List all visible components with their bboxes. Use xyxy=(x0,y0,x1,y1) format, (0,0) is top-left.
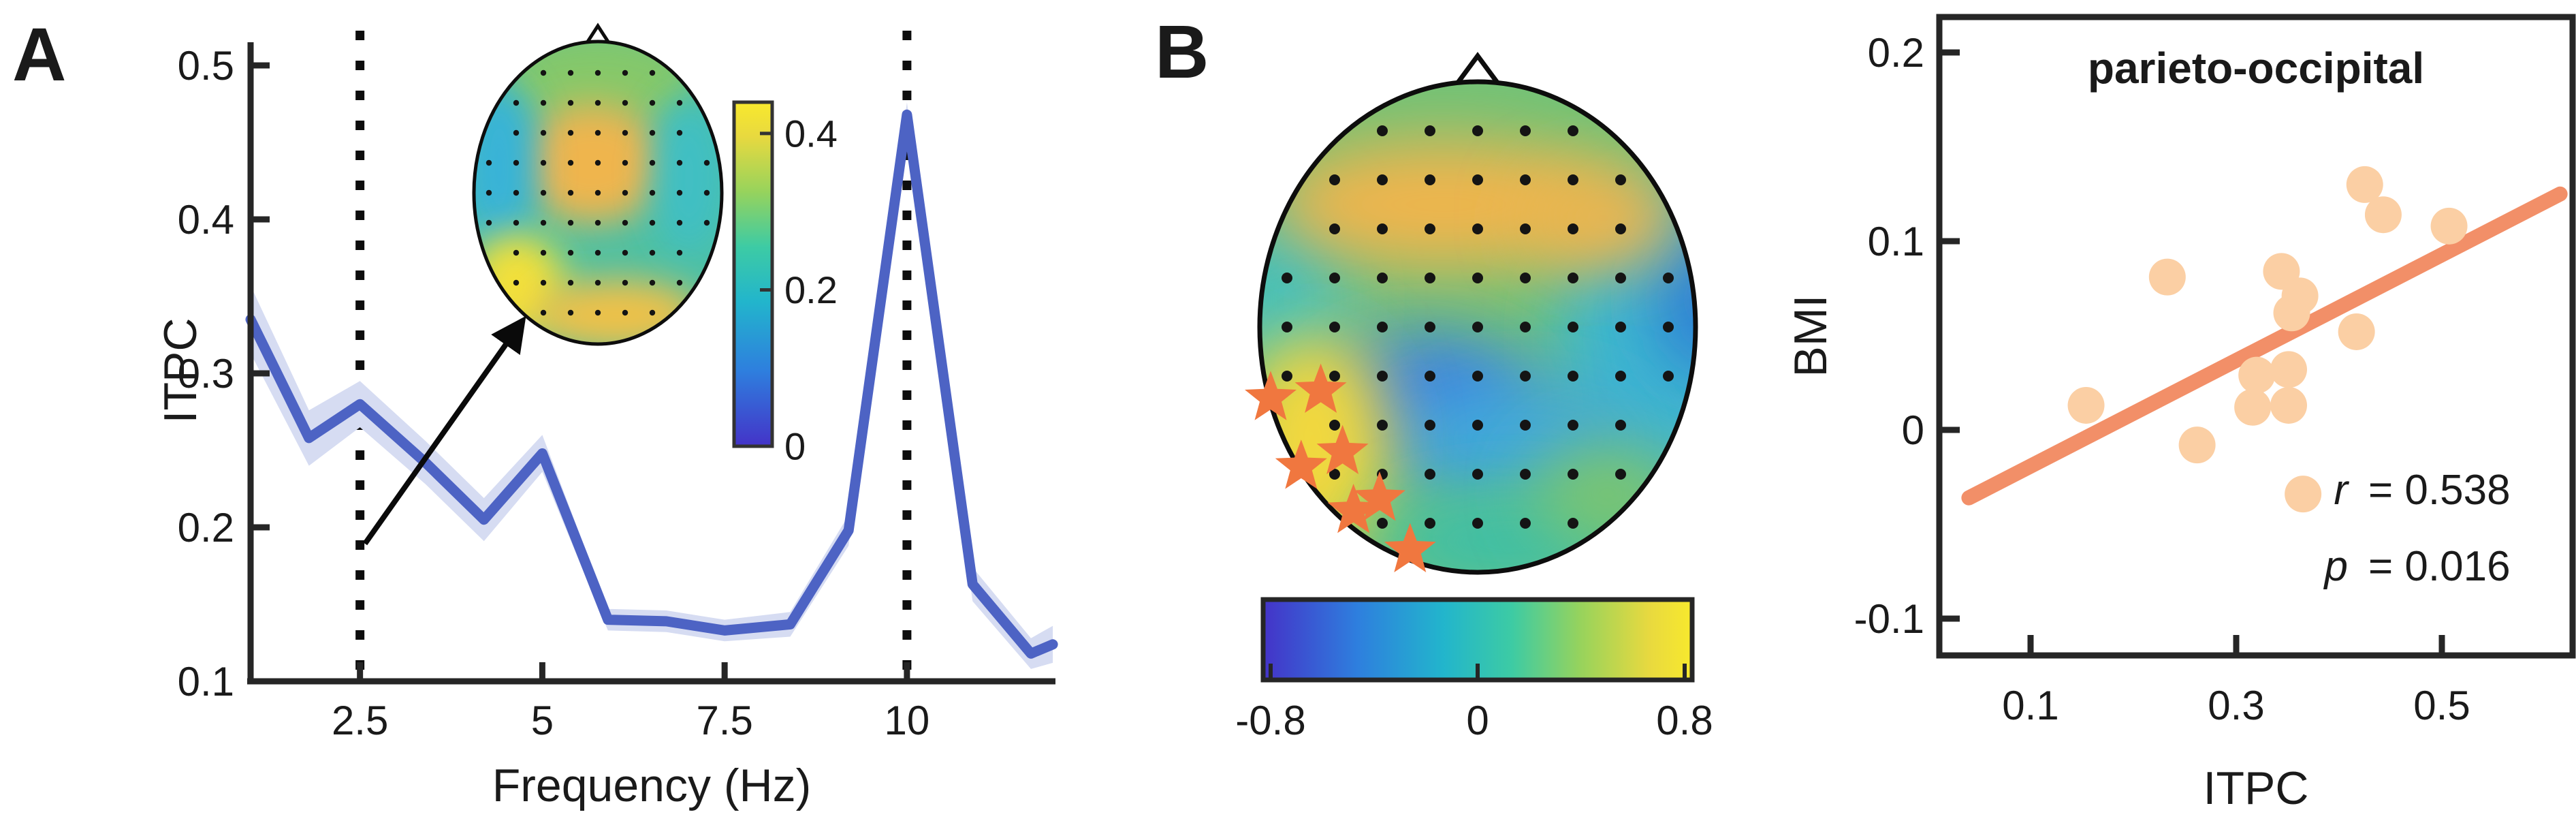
panel-b: B -0.8 0 0.8 xyxy=(1155,10,1713,743)
svg-text:0: 0 xyxy=(784,425,806,468)
svg-text:0.8: 0.8 xyxy=(1656,698,1713,743)
scatter-ylabel: BMI xyxy=(1785,295,1836,377)
inset-electrode-dots xyxy=(486,69,710,316)
stat-r-symbol: r xyxy=(2334,467,2349,514)
svg-text:0.1: 0.1 xyxy=(1868,219,1924,264)
inset-head-outline xyxy=(472,40,724,346)
scatter-panel: 0.1 0.3 0.5 -0.1 0 0.1 0.2 parieto-occipital B… xyxy=(1785,14,2576,814)
panel-a-inset-topomap: 0 0.2 0.4 xyxy=(362,22,838,546)
stat-r-value: = 0.538 xyxy=(2368,467,2511,514)
svg-text:2.5: 2.5 xyxy=(332,698,388,743)
panel-a-line-plot: 0.1 0.2 0.3 0.4 0.5 2.5 5 7.5 10 xyxy=(178,31,1058,743)
panel-b-colorbar: -0.8 0 0.8 xyxy=(1235,597,1713,743)
significant-electrode-stars xyxy=(1245,363,1436,572)
svg-text:0: 0 xyxy=(1466,698,1489,743)
inset-colorbar: 0 0.2 0.4 xyxy=(732,100,838,468)
svg-text:0.2: 0.2 xyxy=(784,268,838,311)
topomap-head-outline xyxy=(1257,79,1698,575)
inset-arrow-icon xyxy=(362,315,526,546)
svg-text:-0.8: -0.8 xyxy=(1235,698,1305,743)
svg-text:0.4: 0.4 xyxy=(784,112,838,155)
panel-a: A 0.1 0.2 0.3 0.4 0.5 2.5 5 7.5 10 ITPC Frequenc… xyxy=(12,13,1058,811)
svg-text:0.2: 0.2 xyxy=(178,505,234,550)
stat-p-value: = 0.016 xyxy=(2368,543,2511,590)
svg-text:0.3: 0.3 xyxy=(2208,683,2264,728)
panel-b-label: B xyxy=(1155,10,1209,94)
panel-b-topomap xyxy=(1245,52,1698,575)
scatter-title: parieto-occipital xyxy=(2088,44,2424,93)
svg-text:0.1: 0.1 xyxy=(178,659,234,704)
panel-a-label: A xyxy=(12,13,66,97)
panel-a-ylabel: ITPC xyxy=(155,318,206,424)
svg-text:0.4: 0.4 xyxy=(178,197,234,243)
panel-a-xlabel: Frequency (Hz) xyxy=(492,760,812,811)
svg-text:0.3: 0.3 xyxy=(178,351,234,397)
svg-text:10: 10 xyxy=(885,698,930,743)
stat-p-symbol: p xyxy=(2323,543,2348,590)
svg-text:5: 5 xyxy=(531,698,554,743)
svg-text:0.2: 0.2 xyxy=(1868,30,1924,76)
svg-text:0.5: 0.5 xyxy=(2413,683,2470,728)
svg-text:0.1: 0.1 xyxy=(2002,683,2058,728)
svg-text:0: 0 xyxy=(1902,407,1924,453)
scatter-plot: 0.1 0.3 0.5 -0.1 0 0.1 0.2 xyxy=(1854,14,2576,728)
svg-text:-0.1: -0.1 xyxy=(1854,596,1924,642)
topomap-electrode-dots xyxy=(1282,125,1674,529)
scatter-xlabel: ITPC xyxy=(2204,762,2309,814)
svg-text:7.5: 7.5 xyxy=(696,698,752,743)
svg-text:0.5: 0.5 xyxy=(178,43,234,89)
